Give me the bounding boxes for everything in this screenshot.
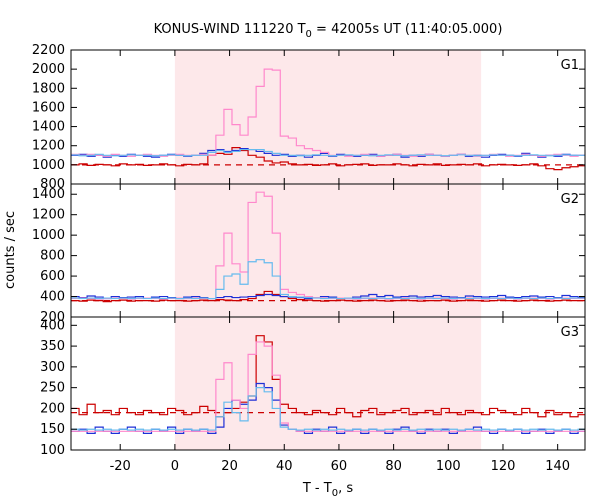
y-tick-label: 400: [40, 290, 65, 305]
y-tick-label: 1200: [32, 139, 65, 154]
x-tick-label: -20: [110, 459, 131, 474]
y-tick-label: 1000: [32, 158, 65, 173]
title-main: KONUS-WIND 111220 T: [154, 22, 306, 37]
highlight-interval: [174, 50, 482, 450]
y-tick-label: 100: [40, 443, 65, 458]
x-axis-label: T - T0, s: [302, 481, 353, 499]
y-tick-label: 800: [40, 249, 65, 264]
y-tick-label: 1800: [32, 81, 65, 96]
y-tick-label: 1400: [32, 187, 65, 202]
panel-label-g1: G1: [561, 58, 579, 73]
x-tick-label: 100: [436, 459, 461, 474]
y-tick-label: 1000: [32, 228, 65, 243]
y-axis-label: counts / sec: [3, 211, 18, 289]
y-tick-label: 1400: [32, 120, 65, 135]
y-tick-label: 350: [40, 339, 65, 354]
y-tick-label: 300: [40, 360, 65, 375]
series-g1-g3: [71, 335, 585, 418]
y-tick-label: 200: [40, 310, 65, 325]
y-tick-label: 250: [40, 381, 65, 396]
y-tick-label: 2000: [32, 62, 65, 77]
x-tick-label: 60: [331, 459, 348, 474]
panel-label-g3: G3: [561, 325, 579, 340]
xlabel-rest: , s: [338, 481, 353, 496]
y-tick-label: 600: [40, 269, 65, 284]
series-g2-g3-g2: [71, 259, 585, 300]
y-tick-label: 200: [40, 401, 65, 416]
x-tick-label: 80: [385, 459, 402, 474]
x-tick-label: 140: [545, 459, 570, 474]
title-rest: = 42005s UT (11:40:05.000): [312, 22, 502, 37]
y-tick-label: 1600: [32, 100, 65, 115]
panel-frame-g3: [70, 316, 586, 451]
title-subscript: 0: [306, 29, 312, 40]
series-g2-g3-g3: [71, 387, 585, 431]
y-tick-label: 150: [40, 422, 65, 437]
chart-title: KONUS-WIND 111220 T0 = 42005s UT (11:40:…: [154, 22, 503, 40]
series-g1-g2: [71, 290, 585, 303]
series-g1-g1: [71, 147, 585, 171]
x-tick-label: 20: [221, 459, 238, 474]
series-g2-g3-g1: [71, 148, 585, 157]
panel-label-g2: G2: [561, 192, 579, 207]
xlabel-subscript: 0: [332, 488, 338, 499]
series-g2-g2: [71, 293, 585, 300]
xlabel-main: T - T: [302, 481, 332, 496]
x-tick-label: 120: [491, 459, 516, 474]
y-tick-label: 1200: [32, 208, 65, 223]
y-tick-label: 400: [40, 318, 65, 333]
x-tick-label: 40: [276, 459, 293, 474]
y-tick-label: 2200: [32, 43, 65, 58]
x-tick-label: 0: [171, 459, 179, 474]
y-tick-label: 800: [40, 177, 65, 192]
